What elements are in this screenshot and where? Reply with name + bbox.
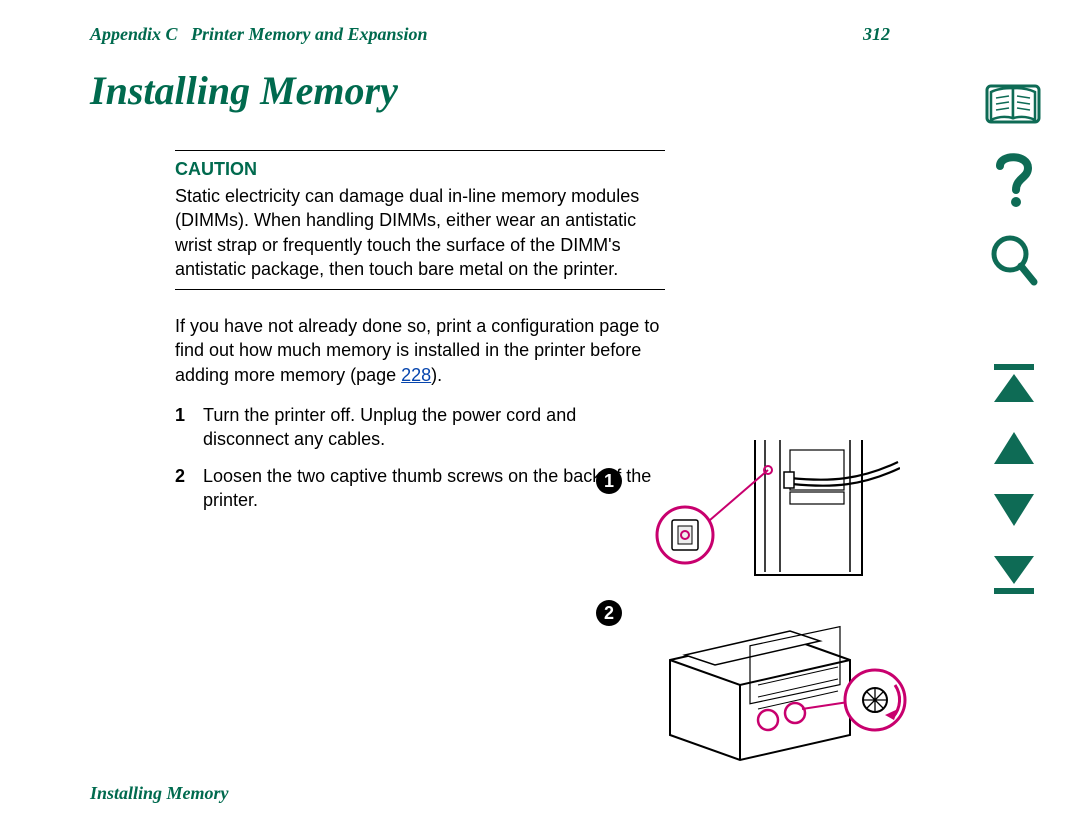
page-number: 312 — [863, 24, 890, 45]
page-header: Appendix C Printer Memory and Expansion … — [90, 24, 890, 45]
caution-block: CAUTION Static electricity can damage du… — [175, 150, 665, 290]
step-1-number: 1 — [175, 403, 189, 452]
page-link-228[interactable]: 228 — [401, 365, 431, 385]
diagram-step-2 — [650, 605, 910, 765]
help-icon[interactable] — [990, 150, 1038, 210]
intro-after-link: ). — [431, 365, 442, 385]
last-page-icon[interactable] — [990, 552, 1038, 596]
caution-label: CAUTION — [175, 159, 665, 180]
header-left: Appendix C Printer Memory and Expansion — [90, 24, 428, 45]
intro-paragraph: If you have not already done so, print a… — [175, 314, 665, 387]
diagram-marker-2: 2 — [596, 600, 622, 626]
nav-strip — [980, 80, 1048, 596]
next-page-icon[interactable] — [990, 490, 1038, 530]
step-1: 1 Turn the printer off. Unplug the power… — [175, 403, 665, 452]
chapter-title: Printer Memory and Expansion — [191, 24, 428, 44]
contents-icon[interactable] — [985, 80, 1043, 128]
step-1-text: Turn the printer off. Unplug the power c… — [203, 403, 665, 452]
footer-title: Installing Memory — [90, 783, 229, 804]
diagram-marker-1: 1 — [596, 468, 622, 494]
step-2-number: 2 — [175, 464, 189, 513]
appendix-label: Appendix C — [90, 24, 178, 44]
first-page-icon[interactable] — [990, 362, 1038, 406]
caution-text: Static electricity can damage dual in-li… — [175, 184, 665, 281]
diagram-area: 1 2 — [590, 450, 900, 760]
page-title: Installing Memory — [90, 67, 890, 114]
search-icon[interactable] — [988, 232, 1040, 290]
diagram-step-1 — [650, 440, 900, 590]
prev-page-icon[interactable] — [990, 428, 1038, 468]
